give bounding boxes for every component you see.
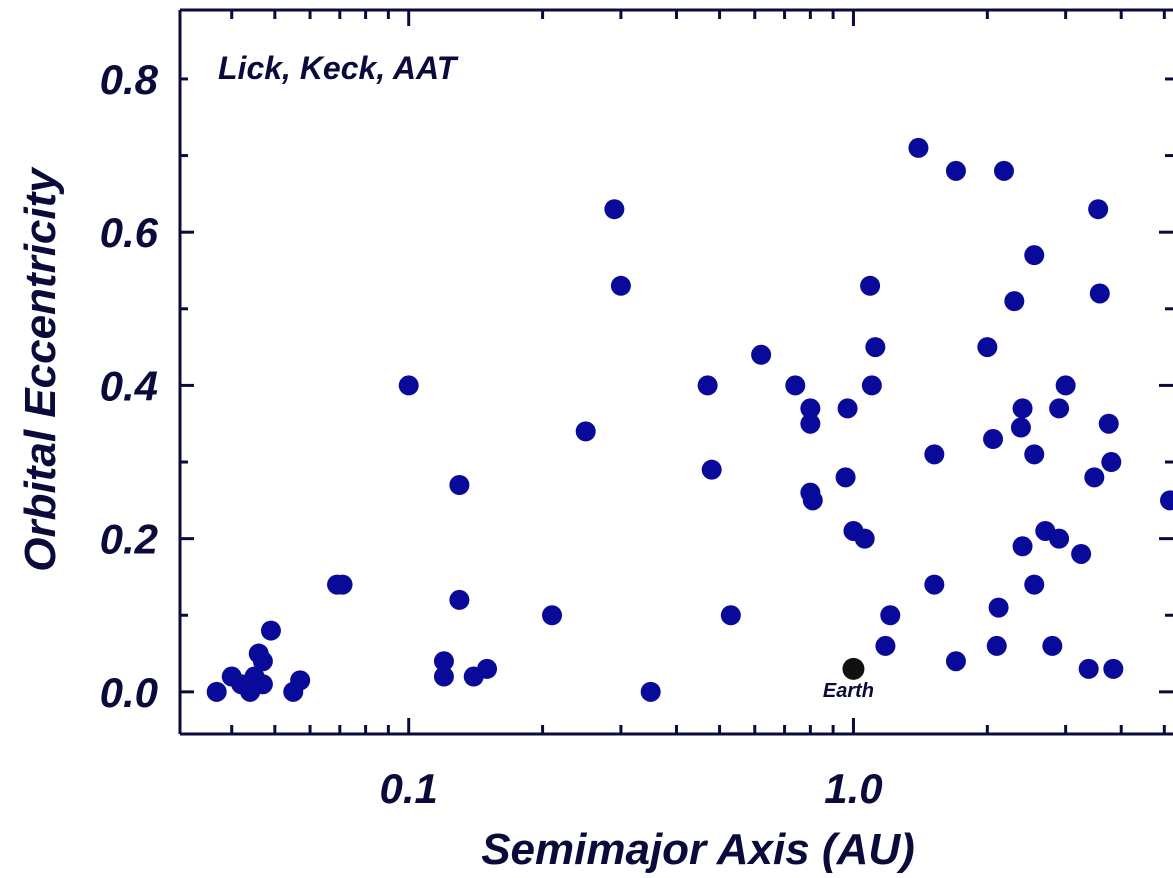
planet-point <box>398 375 419 396</box>
planet-point <box>1088 199 1109 220</box>
planet-point <box>1098 413 1119 434</box>
planet-point <box>1049 398 1070 419</box>
planet-point <box>988 597 1009 618</box>
planet-point <box>701 459 722 480</box>
planet-point <box>1024 574 1045 595</box>
planet-point <box>1089 283 1110 304</box>
tick-labels: 0.0 0.2 0.4 0.6 0.8 0.1 1.0 <box>100 56 883 812</box>
planet-point <box>875 635 896 656</box>
planet-point <box>924 444 945 465</box>
planet-point <box>449 589 470 610</box>
planet-point <box>908 137 929 158</box>
planet-point <box>575 421 596 442</box>
planet-point <box>433 651 454 672</box>
planet-point <box>1103 658 1124 679</box>
y-tick-label: 0.4 <box>100 362 158 409</box>
planet-point <box>1071 543 1092 564</box>
x-tick-label: 0.1 <box>380 765 438 812</box>
planet-point <box>880 605 901 626</box>
earth-label: Earth <box>823 680 874 702</box>
planet-point <box>1012 398 1033 419</box>
x-tick-label: 1.0 <box>824 765 882 812</box>
planet-point <box>604 199 625 220</box>
planet-point <box>1012 536 1033 557</box>
planet-point <box>252 651 273 672</box>
planet-point <box>945 160 966 181</box>
planet-point <box>835 467 856 488</box>
planet-point <box>861 375 882 396</box>
planet-point <box>802 490 823 511</box>
y-tick-label: 0.8 <box>100 56 159 103</box>
y-tick-label: 0.0 <box>100 669 158 716</box>
planet-point <box>610 275 631 296</box>
planet-point <box>860 275 881 296</box>
planet-point <box>837 398 858 419</box>
annotation-label: Lick, Keck, AAT <box>218 50 459 86</box>
planet-point <box>1101 452 1122 473</box>
planet-point <box>206 681 227 702</box>
planet-point <box>986 635 1007 656</box>
y-axis-title: Orbital Eccentricity <box>16 166 65 572</box>
planet-point <box>800 413 821 434</box>
planet-point <box>477 658 498 679</box>
planet-point <box>993 160 1014 181</box>
planet-point <box>1024 444 1045 465</box>
planet-point <box>1024 245 1045 266</box>
planet-point <box>785 375 806 396</box>
axis-ticks <box>180 10 1173 734</box>
planet-point <box>290 670 311 691</box>
planet-point <box>1049 528 1070 549</box>
planet-point <box>977 337 998 358</box>
planet-point <box>983 429 1004 450</box>
planet-point <box>800 398 821 419</box>
y-tick-label: 0.2 <box>100 516 158 563</box>
planet-point <box>854 528 875 549</box>
planet-point <box>1004 291 1025 312</box>
earth-point <box>842 657 865 680</box>
planet-point <box>260 620 281 641</box>
planet-point <box>1084 467 1105 488</box>
planet-point <box>1055 375 1076 396</box>
y-tick-label: 0.6 <box>100 209 159 256</box>
x-axis-title: Semimajor Axis (AU) <box>481 825 915 874</box>
planet-point <box>751 344 772 365</box>
planet-point <box>332 574 353 595</box>
planet-point <box>640 681 661 702</box>
planet-point <box>449 475 470 496</box>
planet-point <box>924 574 945 595</box>
planet-point <box>720 605 741 626</box>
data-points: Earth <box>206 137 1173 702</box>
planet-point <box>945 651 966 672</box>
planet-point <box>542 605 563 626</box>
planet-point <box>1078 658 1099 679</box>
planet-point <box>1010 417 1031 438</box>
plot-frame <box>178 8 1173 736</box>
planet-point <box>1160 490 1173 511</box>
planet-point <box>865 337 886 358</box>
planet-point <box>433 666 454 687</box>
planet-point <box>252 674 273 695</box>
planet-point <box>697 375 718 396</box>
planet-point <box>1042 635 1063 656</box>
